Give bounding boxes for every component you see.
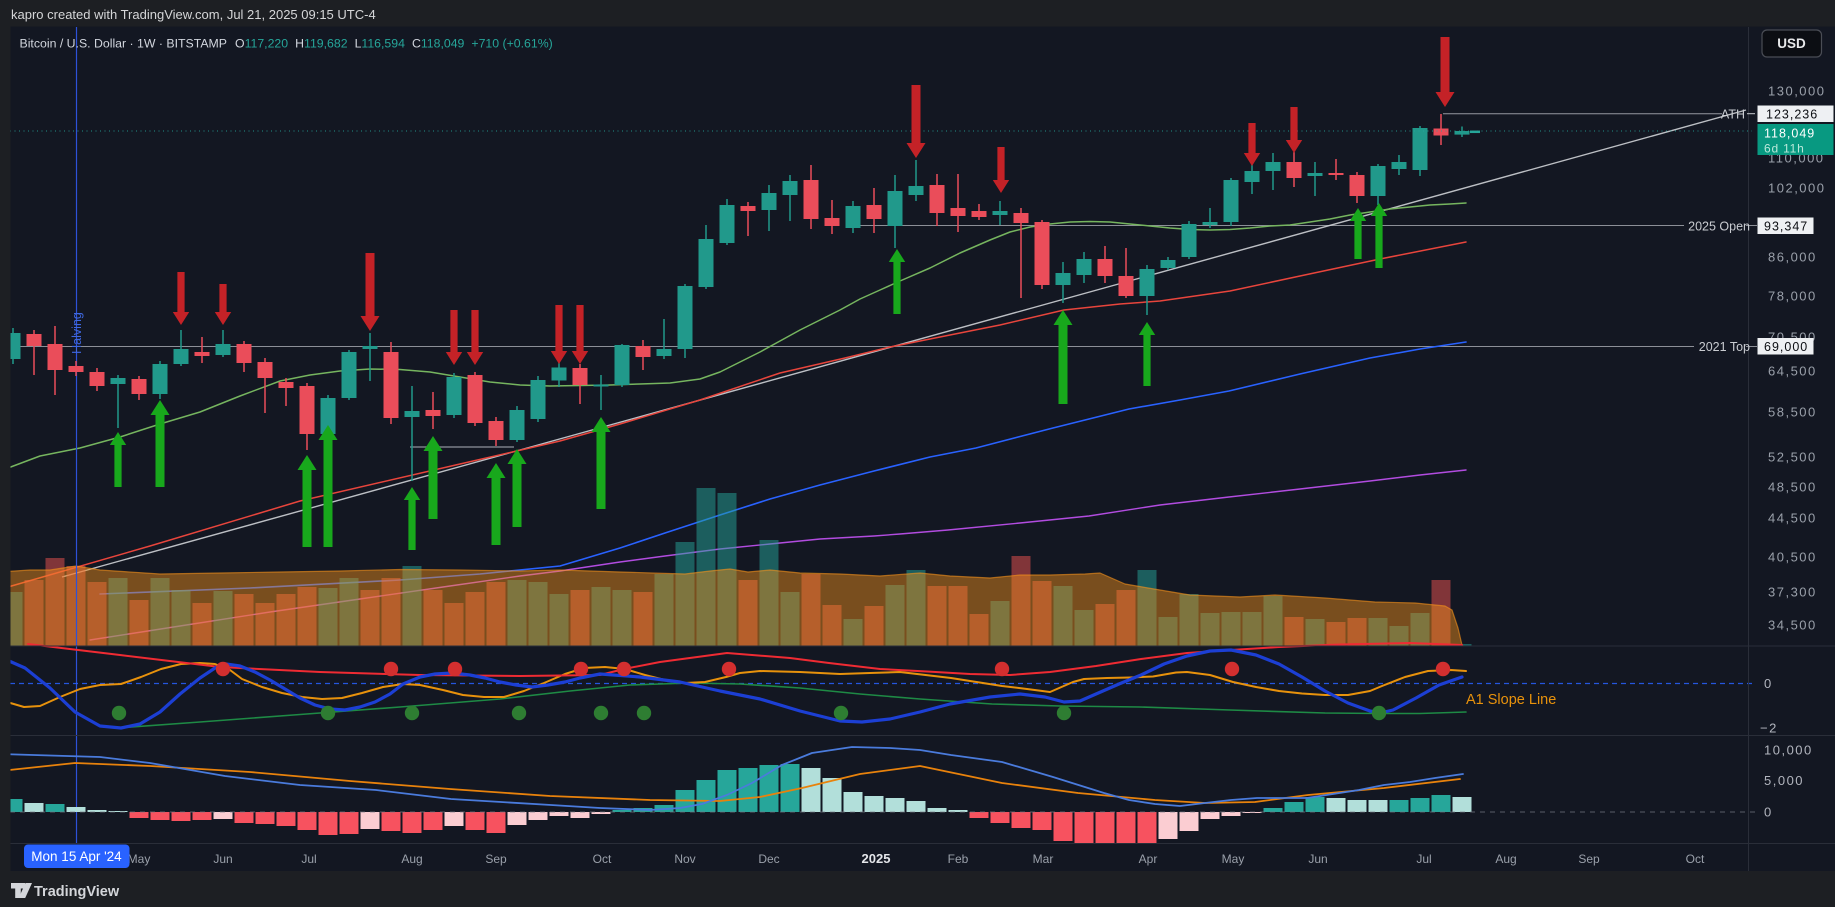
svg-text:Jul: Jul xyxy=(1416,852,1431,866)
svg-text:123,236: 123,236 xyxy=(1766,108,1818,122)
svg-text:May: May xyxy=(1222,852,1245,866)
svg-text:USD: USD xyxy=(1777,36,1806,51)
svg-text:52,500: 52,500 xyxy=(1768,450,1817,465)
svg-text:2021 Top: 2021 Top xyxy=(1699,340,1750,354)
svg-text:Jul: Jul xyxy=(301,852,316,866)
svg-text:Oct: Oct xyxy=(1686,852,1705,866)
svg-text:2025: 2025 xyxy=(862,851,891,866)
svg-text:Sep: Sep xyxy=(485,852,507,866)
svg-text:44,500: 44,500 xyxy=(1768,511,1817,526)
svg-text:Jun: Jun xyxy=(213,852,232,866)
svg-text:−2: −2 xyxy=(1760,721,1778,736)
svg-text:TradingView: TradingView xyxy=(34,884,120,900)
svg-text:0: 0 xyxy=(1764,676,1773,691)
svg-text:64,500: 64,500 xyxy=(1768,364,1817,379)
svg-text:86,000: 86,000 xyxy=(1768,250,1817,265)
svg-text:Sep: Sep xyxy=(1578,852,1600,866)
svg-text:118,049: 118,049 xyxy=(1764,127,1815,141)
svg-text:Mon 15 Apr '24: Mon 15 Apr '24 xyxy=(31,849,122,864)
svg-text:Oct: Oct xyxy=(593,852,612,866)
svg-text:34,500: 34,500 xyxy=(1768,618,1817,633)
svg-text:5,000: 5,000 xyxy=(1764,773,1804,788)
svg-text:Bitcoin / U.S. Dollar · 1W · B: Bitcoin / U.S. Dollar · 1W · BITSTAMP O11… xyxy=(20,37,553,51)
svg-text:37,300: 37,300 xyxy=(1768,585,1817,600)
svg-text:Halving: Halving xyxy=(70,312,84,354)
svg-text:78,000: 78,000 xyxy=(1768,289,1817,304)
svg-text:10,000: 10,000 xyxy=(1764,743,1813,758)
svg-text:0: 0 xyxy=(1764,805,1773,820)
svg-text:Feb: Feb xyxy=(948,852,969,866)
svg-text:Jun: Jun xyxy=(1308,852,1327,866)
svg-text:130,000: 130,000 xyxy=(1768,84,1826,99)
svg-text:58,500: 58,500 xyxy=(1768,405,1817,420)
svg-text:40,500: 40,500 xyxy=(1768,550,1817,565)
svg-text:Dec: Dec xyxy=(758,852,779,866)
svg-text:2025 Open: 2025 Open xyxy=(1688,220,1750,234)
svg-text:102,000: 102,000 xyxy=(1768,181,1826,196)
svg-text:Aug: Aug xyxy=(401,852,422,866)
svg-text:kapro created with TradingView: kapro created with TradingView.com, Jul … xyxy=(11,7,376,22)
svg-text:6d 11h: 6d 11h xyxy=(1764,142,1805,156)
svg-text:ATH: ATH xyxy=(1721,108,1745,122)
svg-text:93,347: 93,347 xyxy=(1764,220,1808,234)
svg-text:Mar: Mar xyxy=(1033,852,1054,866)
svg-text:A1 Slope Line: A1 Slope Line xyxy=(1466,692,1556,708)
svg-text:Apr: Apr xyxy=(1139,852,1158,866)
svg-text:48,500: 48,500 xyxy=(1768,480,1817,495)
svg-text:May: May xyxy=(128,852,151,866)
svg-text:Nov: Nov xyxy=(674,852,695,866)
svg-text:Aug: Aug xyxy=(1495,852,1516,866)
svg-text:69,000: 69,000 xyxy=(1764,340,1808,354)
